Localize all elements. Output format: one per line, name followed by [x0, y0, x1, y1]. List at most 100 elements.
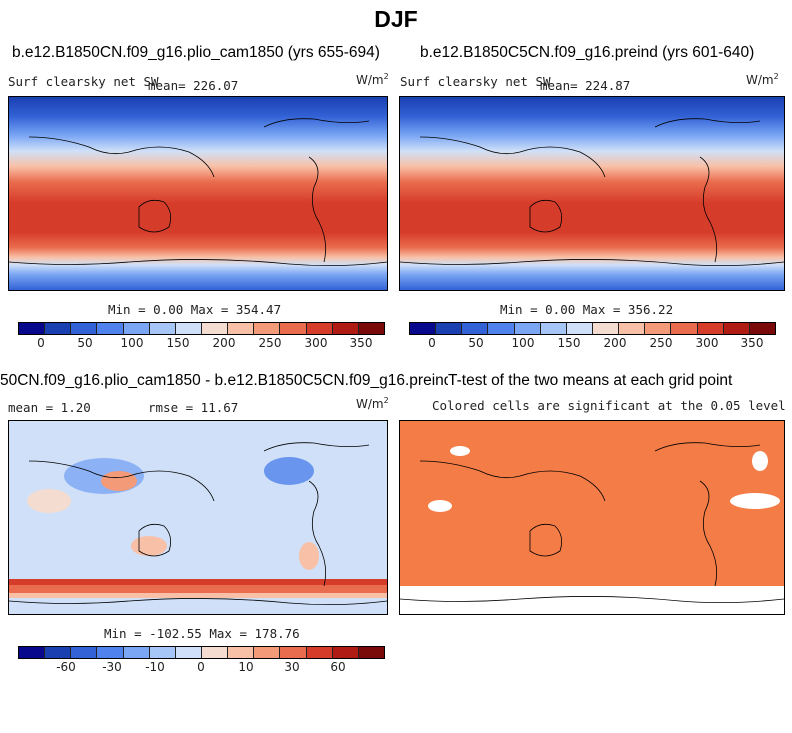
top-left-variable: Surf clearsky net SW — [8, 74, 159, 89]
colorbar-swatch — [280, 323, 307, 334]
colorbar-swatch — [175, 323, 202, 334]
colorbar-swatch — [358, 323, 384, 334]
colorbar-swatch — [97, 647, 124, 658]
tick-label: 300 — [695, 336, 719, 350]
top-left-minmax: Min = 0.00 Max = 354.47 — [108, 302, 282, 317]
top-left-map-svg — [9, 97, 387, 290]
colorbar-swatch — [306, 647, 333, 658]
bottom-right-coastlines — [400, 442, 784, 603]
tick-label: 50 — [468, 336, 484, 350]
top-left-coastlines — [9, 118, 387, 266]
bottom-left-rmse: rmse = 11.67 — [148, 400, 239, 415]
colorbar-swatch — [592, 323, 620, 334]
colorbar-swatch — [149, 323, 176, 334]
top-right-colorbar-ticks: 0 50 100 150 200 250 300 350 — [409, 336, 774, 352]
tick-label: 350 — [740, 336, 764, 350]
bottom-left-units: W/m2 — [356, 396, 389, 411]
colorbar-swatch — [254, 647, 281, 658]
tick-label: -60 — [56, 660, 76, 674]
top-right-map-svg — [400, 97, 784, 290]
colorbar-swatch — [566, 323, 593, 334]
top-right-colorbar — [409, 322, 776, 335]
colorbar-swatch — [19, 323, 46, 334]
colorbar-swatch — [462, 323, 489, 334]
colorbar-swatch — [645, 323, 672, 334]
top-left-mean: mean= 226.07 — [148, 78, 239, 93]
tick-label: 100 — [120, 336, 144, 350]
bottom-left-diff-title: 50CN.f09_g16.plio_cam1850 - b.e12.B1850C… — [0, 372, 448, 389]
colorbar-swatch — [71, 647, 98, 658]
main-title: DJF — [374, 6, 418, 32]
tick-label: -30 — [102, 660, 122, 674]
tick-label: 100 — [511, 336, 535, 350]
top-right-units: W/m2 — [746, 72, 779, 87]
colorbar-swatch — [149, 647, 176, 658]
colorbar-swatch — [97, 323, 124, 334]
tick-label: 0 — [37, 336, 45, 350]
colorbar-swatch — [175, 647, 202, 658]
colorbar-swatch — [71, 323, 98, 334]
top-left-map — [8, 96, 388, 291]
tick-label: 30 — [284, 660, 300, 674]
bottom-left-colorbar — [18, 646, 385, 659]
colorbar-swatch — [723, 323, 750, 334]
colorbar-swatch — [697, 323, 724, 334]
bottom-right-map-svg — [400, 421, 784, 614]
colorbar-swatch — [436, 323, 463, 334]
colorbar-swatch — [488, 323, 515, 334]
bottom-left-colorbar-ticks: -60 -30 -10 0 10 30 60 — [18, 660, 383, 676]
colorbar-swatch — [306, 323, 333, 334]
tick-label: 250 — [258, 336, 282, 350]
bottom-right-ttest-title: T-test of the two means at each grid poi… — [448, 372, 733, 389]
tick-label: 300 — [304, 336, 328, 350]
colorbar-swatch — [358, 647, 384, 658]
colorbar-swatch — [671, 323, 698, 334]
top-right-coastlines — [400, 118, 784, 266]
nonsignificant-cells — [400, 446, 784, 614]
colorbar-swatch — [201, 323, 229, 334]
bottom-left-minmax: Min = -102.55 Max = 178.76 — [104, 626, 300, 641]
bottom-left-mean: mean = 1.20 — [8, 400, 91, 415]
colorbar-swatch — [201, 647, 229, 658]
bottom-left-coastlines — [9, 442, 387, 605]
colorbar-swatch — [410, 323, 437, 334]
tick-label: 50 — [77, 336, 93, 350]
tick-label: 10 — [238, 660, 254, 674]
colorbar-swatch — [254, 323, 281, 334]
colorbar-swatch — [228, 323, 255, 334]
tick-label: 250 — [649, 336, 673, 350]
top-left-units: W/m2 — [356, 72, 389, 87]
colorbar-swatch — [749, 323, 775, 334]
colorbar-swatch — [19, 647, 46, 658]
top-right-minmax: Min = 0.00 Max = 356.22 — [500, 302, 674, 317]
colorbar-swatch — [280, 647, 307, 658]
top-left-colorbar — [18, 322, 385, 335]
tick-label: 0 — [428, 336, 436, 350]
tick-label: 60 — [330, 660, 346, 674]
colorbar-swatch — [540, 323, 567, 334]
colorbar-swatch — [619, 323, 646, 334]
colorbar-swatch — [332, 647, 359, 658]
tick-label: 350 — [349, 336, 373, 350]
colorbar-swatch — [123, 323, 150, 334]
colorbar-swatch — [514, 323, 541, 334]
top-right-map — [399, 96, 785, 291]
bottom-left-map-svg — [9, 421, 387, 614]
tick-label: 150 — [166, 336, 190, 350]
top-left-colorbar-ticks: 0 50 100 150 200 250 300 350 — [18, 336, 383, 352]
bottom-right-significance-note: Colored cells are significant at the 0.0… — [432, 398, 786, 413]
top-right-mean: mean= 224.87 — [540, 78, 631, 93]
tick-label: 200 — [603, 336, 627, 350]
tick-label: 200 — [212, 336, 236, 350]
colorbar-swatch — [123, 647, 150, 658]
top-left-case-title: b.e12.B1850CN.f09_g16.plio_cam1850 (yrs … — [12, 44, 380, 61]
colorbar-swatch — [45, 647, 72, 658]
colorbar-swatch — [228, 647, 255, 658]
tick-label: -10 — [145, 660, 165, 674]
bottom-right-map — [399, 420, 785, 615]
colorbar-swatch — [45, 323, 72, 334]
tick-label: 0 — [197, 660, 205, 674]
top-right-case-title: b.e12.B1850C5CN.f09_g16.preind (yrs 601-… — [420, 44, 755, 61]
bottom-left-southern-band — [9, 579, 387, 585]
colorbar-swatch — [332, 323, 359, 334]
